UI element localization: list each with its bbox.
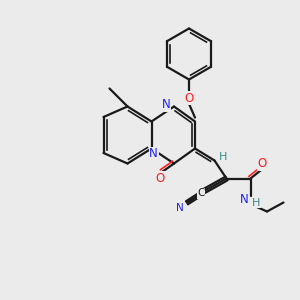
Text: C: C bbox=[197, 188, 205, 199]
Text: N: N bbox=[240, 193, 249, 206]
Text: N: N bbox=[162, 98, 171, 112]
Text: N: N bbox=[149, 147, 158, 161]
Text: H: H bbox=[252, 197, 261, 208]
Text: O: O bbox=[184, 92, 194, 105]
Text: H: H bbox=[219, 152, 228, 162]
Text: O: O bbox=[258, 157, 267, 170]
Text: N: N bbox=[176, 202, 184, 213]
Text: O: O bbox=[156, 172, 165, 185]
